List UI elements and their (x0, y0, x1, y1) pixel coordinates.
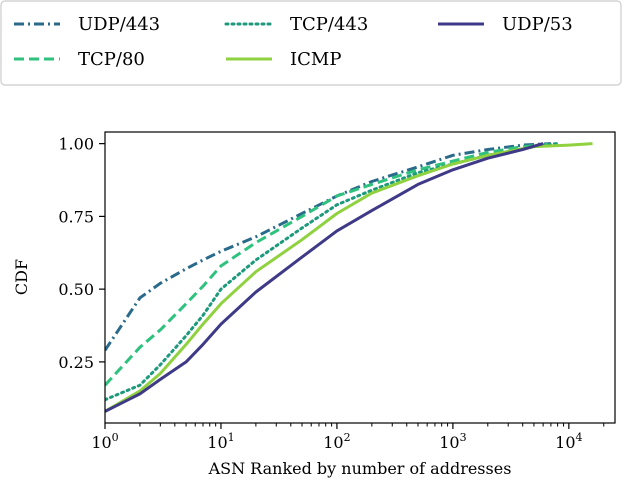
x-axis-label: ASN Ranked by number of addresses (208, 459, 512, 478)
x-tick-label: 100 (91, 431, 118, 452)
legend-label: TCP/80 (78, 49, 145, 70)
legend-items: UDP/443 TCP/80 TCP/443 ICMP UDP/53 (14, 14, 573, 70)
legend-label: TCP/443 (290, 14, 368, 35)
y-axis-label: CDF (12, 259, 31, 295)
series-line-icmp (105, 142, 593, 413)
plot-frame (104, 131, 616, 424)
y-tick-label: 0.25 (58, 353, 94, 372)
series-line-tcp-80 (105, 142, 558, 387)
series-line-udp-443 (105, 142, 551, 352)
x-tick-label: 102 (323, 431, 350, 452)
x-tick-label: 104 (555, 431, 582, 452)
plot-area: 100 101 102 103 104 0.25 0.50 0.75 1.00 (58, 131, 616, 452)
x-axis: 100 101 102 103 104 (91, 423, 605, 452)
y-tick-label: 1.00 (58, 135, 94, 154)
series-layer (105, 142, 593, 413)
series-line-udp-53 (105, 142, 544, 413)
x-tick-label: 103 (439, 431, 466, 452)
legend-label: UDP/53 (502, 14, 573, 35)
legend-label: UDP/443 (78, 14, 160, 35)
legend: UDP/443 TCP/80 TCP/443 ICMP UDP/53 (0, 0, 622, 86)
y-tick-label: 0.75 (58, 207, 94, 226)
legend-label: ICMP (290, 49, 341, 70)
y-axis: 0.25 0.50 0.75 1.00 (58, 135, 105, 372)
x-tick-label: 101 (207, 431, 234, 452)
legend-frame (0, 0, 622, 86)
series-line-tcp-443 (105, 142, 560, 402)
y-tick-label: 0.50 (58, 280, 94, 299)
